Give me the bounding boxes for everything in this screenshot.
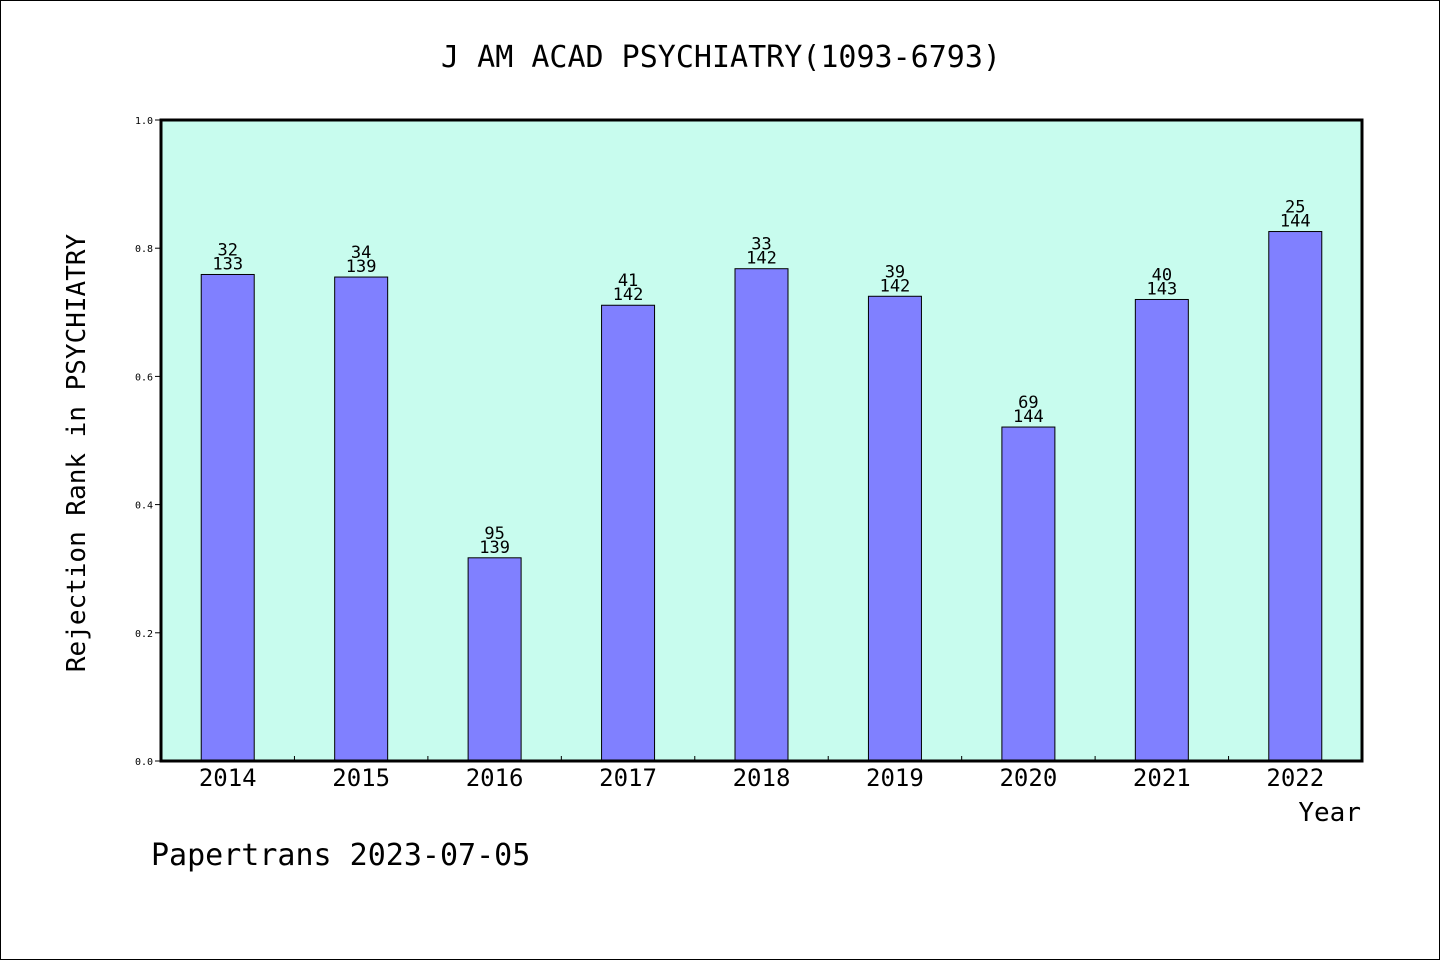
x-tick-label: 2018: [733, 764, 791, 792]
bar-rank-label: 25: [1285, 198, 1305, 218]
bar-rank-label: 34: [351, 243, 371, 263]
bar-2017: [601, 304, 656, 762]
bar-total-label: 139: [346, 257, 377, 277]
bar-2015: [334, 276, 389, 762]
bar-2018: [734, 268, 789, 762]
y-tick-label: 0.4: [135, 501, 153, 512]
x-tick-label: 2014: [199, 764, 257, 792]
bar-2020: [1001, 426, 1056, 762]
bar-2022: [1268, 231, 1323, 762]
bar-total-label: 133: [212, 254, 243, 274]
x-tick-label: 2019: [866, 764, 924, 792]
chart-title: J AM ACAD PSYCHIATRY(1093-6793): [441, 40, 1001, 75]
bar-rank-label: 69: [1018, 393, 1038, 413]
y-tick-label: 0.2: [135, 629, 153, 640]
bars-group: [200, 231, 1323, 762]
bar-rank-label: 41: [618, 271, 638, 291]
x-tick-label: 2015: [332, 764, 390, 792]
y-tick-label: 0.6: [135, 372, 153, 383]
x-axis-label: Year: [1298, 798, 1361, 828]
x-tick-label: 2020: [999, 764, 1057, 792]
y-tick-label: 0.8: [135, 244, 153, 255]
bar-2014: [200, 273, 255, 762]
footer-credit: Papertrans 2023-07-05: [151, 838, 530, 873]
x-axis: 2014 2015 2016 2017 2018 2019 2020 2021 2022: [199, 756, 1324, 792]
bar-total-label: 143: [1146, 279, 1177, 299]
bar-total-label: 144: [1013, 407, 1044, 427]
bar-2016: [467, 557, 522, 762]
bar-2021: [1134, 298, 1189, 762]
bar-total-label: 144: [1280, 212, 1311, 232]
bar-labels-group: 3213334139951394114233142391426914440143…: [212, 198, 1310, 558]
bar-rank-label: 95: [484, 524, 504, 544]
bar-total-label: 142: [746, 249, 777, 269]
y-tick-label: 1.0: [135, 116, 153, 127]
plot-border: [159, 118, 1364, 763]
bar-total-label: 142: [880, 276, 911, 296]
bar-rank-label: 33: [751, 235, 771, 255]
bar-rank-label: 32: [217, 240, 237, 260]
x-tick-label: 2021: [1133, 764, 1191, 792]
x-tick-label: 2022: [1266, 764, 1324, 792]
bar-rank-label: 39: [885, 262, 905, 282]
y-tick-label: 0.0: [135, 757, 153, 768]
bar-total-label: 142: [613, 285, 644, 305]
bar-rank-label: 40: [1152, 265, 1172, 285]
bar-2019: [867, 295, 922, 762]
y-axis-label: Rejection Rank in PSYCHIATRY: [62, 234, 92, 673]
x-tick-label: 2017: [599, 764, 657, 792]
y-axis: 0.0 0.2 0.4 0.6 0.8 1.0: [135, 116, 161, 768]
x-tick-label: 2016: [466, 764, 524, 792]
bar-total-label: 139: [479, 538, 510, 558]
